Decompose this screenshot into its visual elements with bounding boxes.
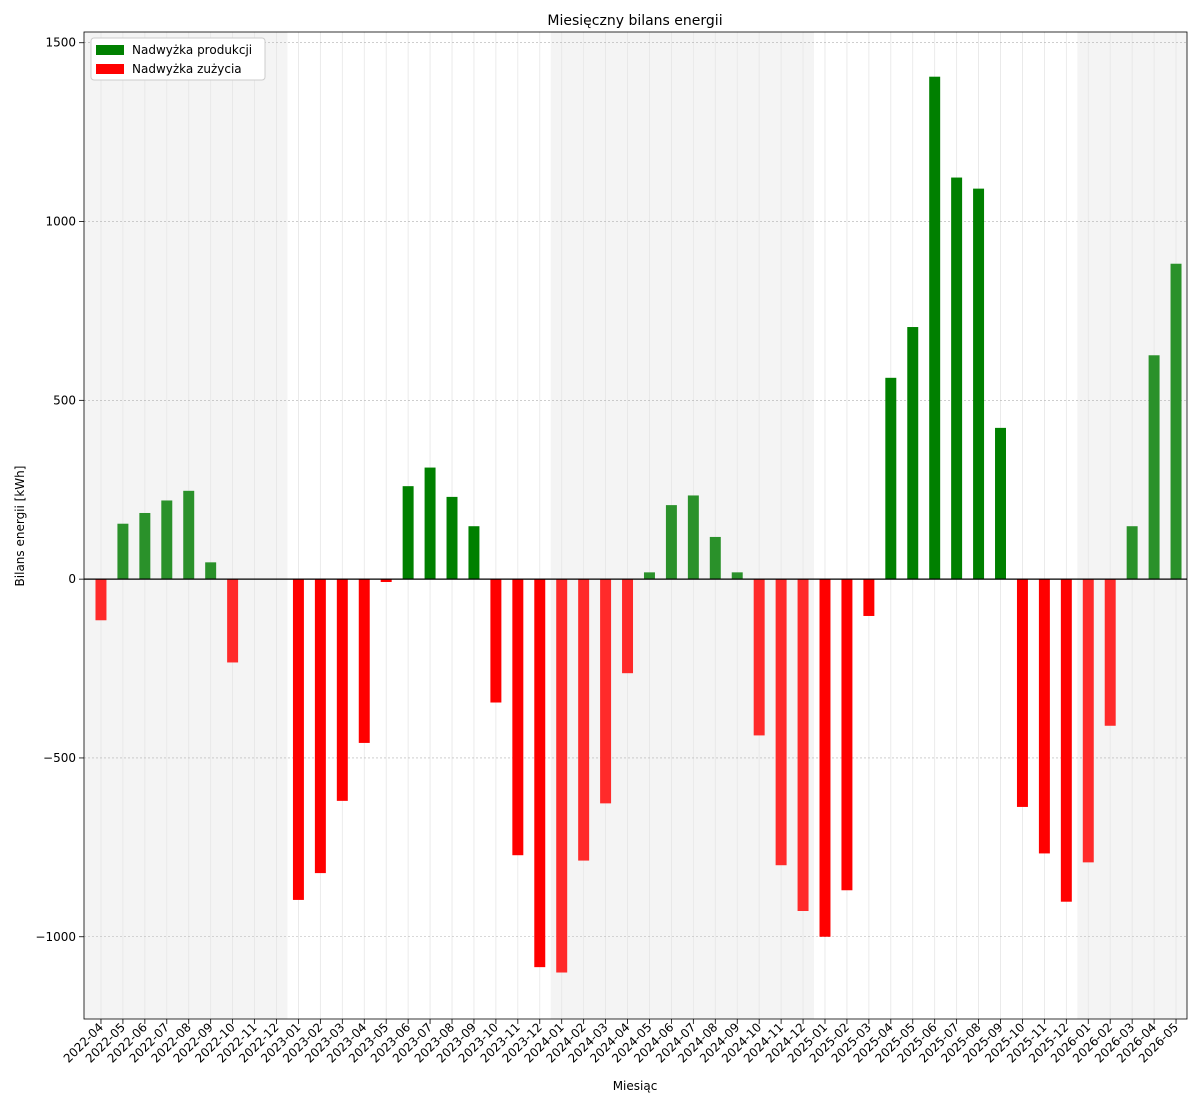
bar-2022-08 bbox=[183, 490, 195, 580]
bar-2025-01 bbox=[819, 579, 831, 937]
legend-frame bbox=[90, 37, 266, 81]
bar-2023-08 bbox=[446, 496, 458, 580]
bar-2024-04 bbox=[622, 579, 634, 674]
y-tick-label: 500 bbox=[53, 393, 76, 407]
shaded-periods bbox=[84, 32, 1187, 1019]
legend-label-consumption: Nadwyżka zużycia bbox=[132, 62, 242, 76]
bar-2025-03 bbox=[863, 579, 875, 616]
bar-2025-05 bbox=[907, 327, 919, 580]
bar-2025-04 bbox=[885, 377, 897, 580]
shaded-period bbox=[550, 32, 815, 1019]
bar-2026-01 bbox=[1082, 579, 1094, 863]
bar-2024-11 bbox=[775, 579, 787, 866]
x-axis-label: Miesiąc bbox=[613, 1079, 658, 1093]
bar-2022-05 bbox=[117, 523, 129, 580]
y-tick-label: 1000 bbox=[45, 215, 76, 229]
bar-2024-08 bbox=[709, 536, 721, 580]
bar-2025-12 bbox=[1060, 579, 1072, 902]
x-axis-ticks: 2022-042022-052022-062022-072022-082022-… bbox=[61, 1019, 1181, 1066]
bar-2025-08 bbox=[973, 188, 985, 580]
bar-2022-06 bbox=[139, 512, 151, 580]
y-tick-label: −500 bbox=[43, 751, 76, 765]
bar-2024-03 bbox=[600, 579, 612, 804]
bar-2023-06 bbox=[402, 486, 414, 580]
bar-2024-05 bbox=[643, 572, 655, 580]
bar-2026-04 bbox=[1148, 355, 1160, 580]
bar-2023-10 bbox=[490, 579, 502, 703]
bar-2026-03 bbox=[1126, 526, 1138, 580]
bar-2024-01 bbox=[556, 579, 568, 973]
legend: Nadwyżka produkcji Nadwyżka zużycia bbox=[90, 37, 266, 81]
bar-2024-09 bbox=[731, 572, 743, 580]
bar-2023-11 bbox=[512, 579, 524, 856]
bar-2024-07 bbox=[687, 495, 699, 580]
bar-2023-09 bbox=[468, 526, 480, 580]
bar-2025-11 bbox=[1038, 579, 1050, 854]
legend-label-production: Nadwyżka produkcji bbox=[132, 43, 252, 57]
bars bbox=[95, 76, 1182, 973]
bar-2022-10 bbox=[227, 579, 239, 663]
y-axis-label: Bilans energii [kWh] bbox=[13, 466, 27, 587]
bar-2024-02 bbox=[578, 579, 590, 861]
bar-2023-04 bbox=[358, 579, 370, 743]
bar-2023-05 bbox=[380, 579, 392, 583]
bar-2022-07 bbox=[161, 500, 173, 580]
bar-2025-10 bbox=[1016, 579, 1028, 807]
legend-swatch-consumption bbox=[96, 64, 124, 74]
y-tick-label: 1500 bbox=[45, 36, 76, 50]
bar-2024-10 bbox=[753, 579, 765, 736]
bar-2024-12 bbox=[797, 579, 809, 912]
bar-2026-02 bbox=[1104, 579, 1116, 726]
bar-2025-02 bbox=[841, 579, 853, 891]
bar-2023-03 bbox=[336, 579, 348, 801]
y-tick-label: −1000 bbox=[35, 930, 76, 944]
bar-2025-09 bbox=[995, 427, 1006, 580]
bar-2024-06 bbox=[665, 505, 677, 580]
bar-2023-02 bbox=[314, 579, 326, 874]
bar-2025-06 bbox=[929, 76, 941, 580]
bar-2026-05 bbox=[1170, 263, 1182, 580]
legend-swatch-production bbox=[96, 45, 124, 55]
y-axis-ticks: 1500 1000 500 0 −500 −1000 bbox=[35, 36, 84, 944]
bar-2022-04 bbox=[95, 579, 107, 621]
bar-2023-07 bbox=[424, 467, 436, 580]
chart-title: Miesięczny bilans energii bbox=[547, 13, 722, 29]
bar-2022-09 bbox=[205, 562, 217, 580]
y-tick-label: 0 bbox=[68, 572, 76, 586]
bar-2023-12 bbox=[534, 579, 546, 968]
bar-2025-07 bbox=[951, 177, 963, 580]
bar-2023-01 bbox=[292, 579, 304, 900]
plot-frame bbox=[83, 31, 1188, 1020]
